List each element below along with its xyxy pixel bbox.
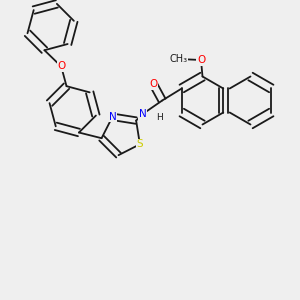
Text: S: S [136, 139, 143, 149]
Text: O: O [197, 55, 205, 65]
Text: N: N [139, 109, 147, 119]
Text: N: N [109, 112, 116, 122]
Text: H: H [156, 112, 163, 122]
Text: O: O [149, 79, 157, 89]
Text: CH₃: CH₃ [169, 54, 188, 64]
Text: O: O [57, 61, 65, 71]
